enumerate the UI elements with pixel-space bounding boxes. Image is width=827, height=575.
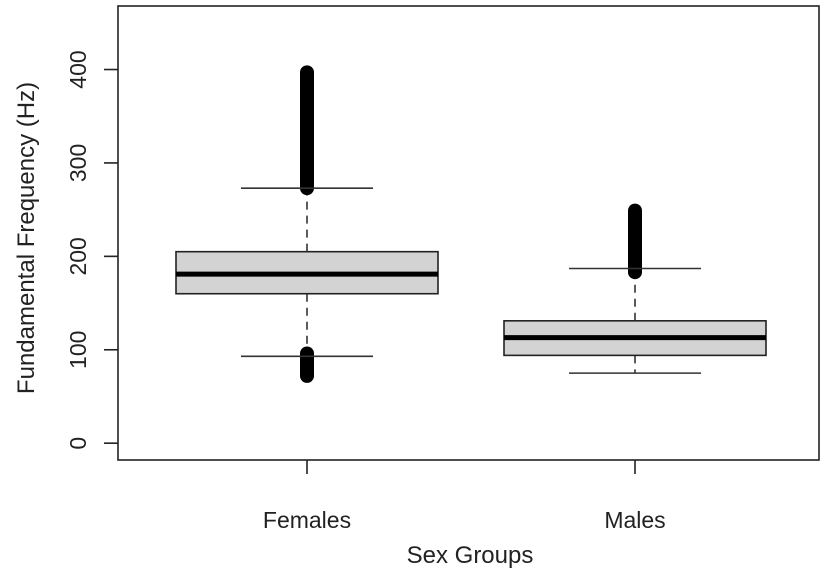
box-series [175,65,767,383]
x-axis: Females Males [263,460,666,533]
x-axis-title: Sex Groups [407,542,534,569]
x-tick-label: Females [263,507,351,533]
y-tick-label: 400 [65,50,91,88]
box-group-males [503,203,767,374]
y-tick-label: 100 [65,331,91,369]
y-axis: 0 100 200 300 400 [65,50,118,450]
y-tick-label: 300 [65,144,91,182]
x-tick-label: Males [604,507,665,533]
y-axis-title: Fundamental Frequency (Hz) [13,82,40,394]
y-tick-label: 0 [65,437,91,450]
box-group-females [175,65,439,383]
y-tick-label: 200 [65,237,91,275]
plot-frame [117,5,820,461]
